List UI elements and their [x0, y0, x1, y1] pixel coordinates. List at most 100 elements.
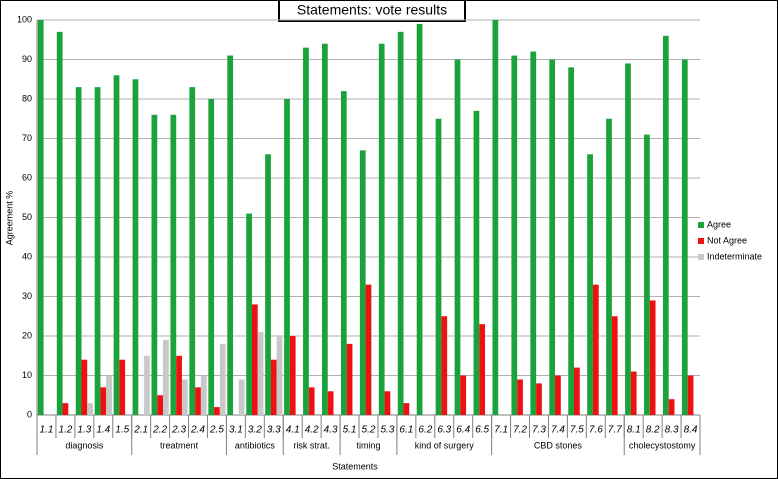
bar — [37, 20, 44, 415]
x-tick-label: 2.5 — [209, 425, 224, 436]
bar — [106, 375, 112, 415]
y-tick-label: 20 — [22, 330, 32, 340]
bar — [327, 391, 334, 415]
bar — [227, 55, 234, 416]
bar — [94, 87, 101, 416]
bar — [587, 154, 593, 416]
bar — [289, 336, 296, 415]
bar — [568, 67, 575, 416]
group-label: timing — [356, 440, 380, 450]
bar — [176, 355, 182, 415]
x-tick-label: 8.2 — [646, 425, 660, 436]
x-tick-label: 2.2 — [152, 425, 167, 436]
x-axis-label: Statements — [332, 461, 378, 471]
bar — [630, 371, 637, 415]
bar — [530, 51, 537, 415]
x-tick-label: 1.2 — [58, 425, 72, 436]
x-tick-label: 6.2 — [418, 425, 432, 436]
x-tick-label: 8.3 — [665, 425, 679, 436]
bar — [397, 31, 404, 415]
x-tick-label: 6.4 — [456, 425, 470, 436]
y-tick-label: 80 — [22, 93, 32, 103]
y-tick-label: 30 — [22, 291, 32, 301]
x-tick-label: 8.1 — [627, 425, 641, 436]
bar — [606, 118, 612, 415]
bar — [479, 324, 486, 415]
bar — [662, 35, 669, 416]
bar — [492, 20, 499, 415]
x-tick-label: 7.7 — [608, 425, 622, 436]
bar — [365, 284, 372, 415]
group-label: cholecystostomy — [629, 440, 696, 450]
chart-title: Statements: vote results — [297, 2, 447, 18]
bar — [517, 379, 523, 415]
bar — [257, 332, 264, 415]
bar — [359, 150, 366, 415]
x-tick-label: 4.3 — [324, 425, 338, 436]
x-tick-label: 7.2 — [513, 425, 527, 436]
bar — [555, 375, 561, 415]
bar — [625, 63, 631, 415]
bar — [181, 379, 188, 415]
group-label: risk strat. — [293, 440, 330, 450]
legend-swatch — [698, 254, 704, 260]
bar — [681, 59, 688, 415]
bar — [511, 55, 518, 416]
legend-label: Indeterminate — [707, 251, 762, 261]
bar — [403, 403, 410, 415]
bar — [81, 359, 88, 415]
bar — [340, 91, 347, 415]
bar — [270, 359, 277, 415]
group-label: treatment — [160, 440, 199, 450]
y-tick-label: 70 — [22, 133, 32, 143]
y-axis-label: Agreement % — [4, 191, 14, 246]
y-tick-label: 10 — [22, 370, 32, 380]
bar — [435, 118, 442, 415]
bar — [308, 387, 315, 415]
y-tick-label: 60 — [22, 172, 32, 182]
x-tick-label: 4.1 — [286, 425, 300, 436]
legend-swatch — [698, 238, 704, 244]
bar — [687, 375, 694, 415]
x-tick-label: 7.5 — [570, 425, 584, 436]
bar — [592, 284, 599, 415]
bar — [246, 213, 252, 415]
bar — [322, 43, 328, 415]
x-tick-label: 1.3 — [77, 425, 91, 436]
bar — [214, 407, 220, 415]
x-tick-label: 7.6 — [589, 425, 603, 436]
x-tick-label: 3.1 — [229, 425, 243, 436]
y-tick-label: 90 — [22, 54, 32, 64]
y-tick-label: 100 — [17, 14, 32, 24]
bar — [303, 47, 309, 416]
bar — [157, 395, 163, 415]
x-tick-label: 5.2 — [362, 425, 376, 436]
bar — [119, 359, 126, 415]
bar — [416, 23, 423, 415]
x-tick-label: 3.2 — [248, 425, 262, 436]
legend-label: Not Agree — [707, 235, 747, 245]
bar — [473, 110, 480, 415]
y-tick-label: 0 — [27, 409, 32, 419]
bar — [144, 355, 150, 415]
bar — [384, 391, 391, 415]
group-label: antibiotics — [235, 440, 276, 450]
x-tick-label: 2.4 — [190, 425, 205, 436]
bar — [195, 387, 201, 415]
bar — [100, 387, 107, 415]
x-tick-label: 6.3 — [437, 425, 451, 436]
bar — [668, 399, 675, 415]
legend-label: Agree — [707, 219, 731, 229]
x-tick-label: 2.3 — [171, 425, 186, 436]
legend-swatch — [698, 222, 704, 228]
bar — [75, 87, 82, 416]
x-tick-label: 4.2 — [305, 425, 319, 436]
x-tick-label: 5.1 — [343, 425, 357, 436]
bar — [460, 375, 467, 415]
group-label: kind of surgery — [415, 440, 475, 450]
bar — [441, 316, 448, 415]
bar — [265, 154, 271, 416]
x-tick-label: 7.4 — [551, 425, 565, 436]
bar — [132, 79, 139, 415]
